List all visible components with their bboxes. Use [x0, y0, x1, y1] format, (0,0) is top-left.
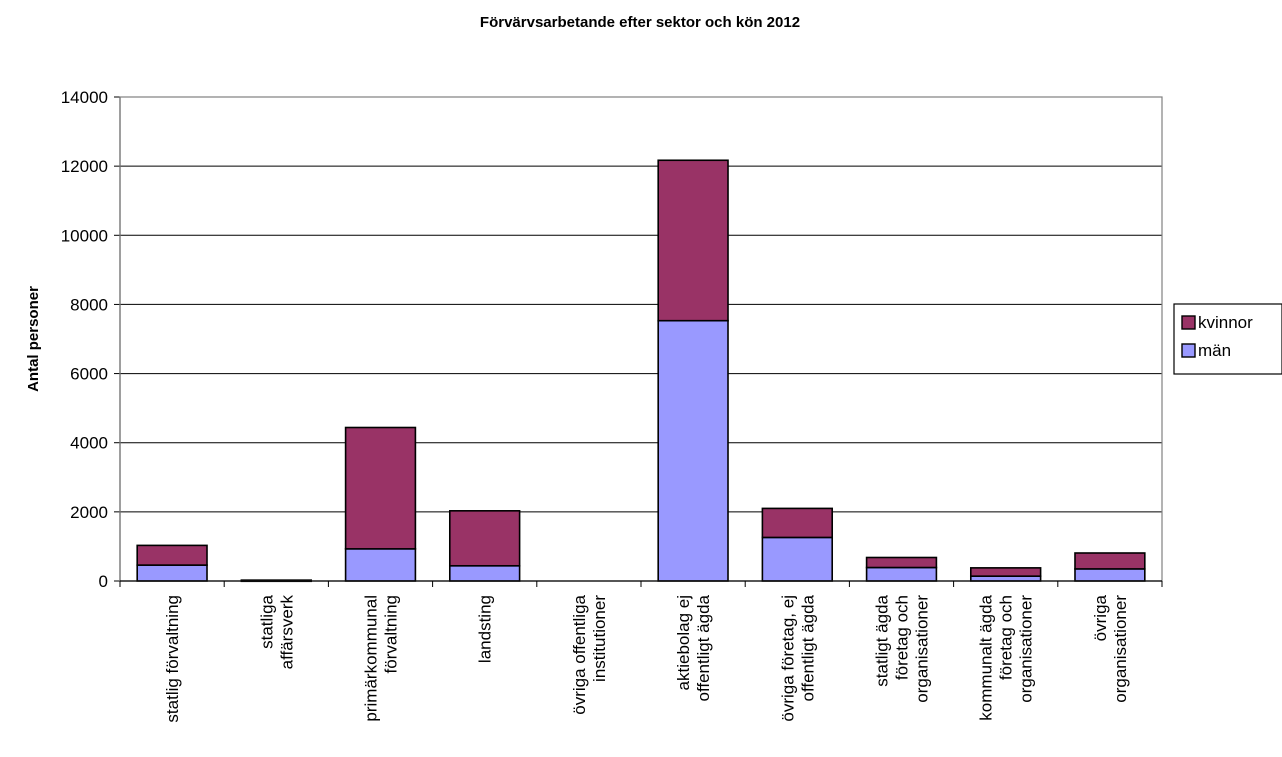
- category-label-1: statliga affärsverk: [257, 594, 296, 669]
- category-label-line: övriga: [1091, 594, 1110, 641]
- category-label-line: statligt ägda: [873, 594, 892, 686]
- category-label-0: statlig förvaltning: [163, 595, 182, 723]
- category-label-9: övriga organisationer: [1091, 594, 1130, 702]
- category-label-line: företag och: [997, 595, 1016, 680]
- bar-kvinnor-6: [761, 507, 834, 539]
- category-label-line: företag och: [893, 595, 912, 680]
- category-label-line: kommunalt ägda: [977, 594, 996, 720]
- category-label-line: aktiebolag ej: [674, 595, 693, 690]
- legend-swatch-män: [1181, 343, 1196, 358]
- bar-män-5: [657, 319, 729, 582]
- category-label-line: statlig förvaltning: [163, 595, 182, 723]
- plot-area-border: [119, 96, 1163, 582]
- category-labels: statlig förvaltning statliga affärsverk pri…: [163, 594, 1130, 722]
- category-label-8: kommunalt ägda företag och organisationer: [977, 594, 1036, 720]
- category-label-7: statligt ägda företag och organisationer: [873, 594, 932, 702]
- category-label-line: offentligt ägda: [798, 594, 817, 701]
- gridlines: [120, 165, 1162, 513]
- y-axis-label: Antal personer: [25, 286, 42, 392]
- y-axis-ticks: 0 2000 4000 6000 8000 10000 12000 14000: [61, 88, 121, 591]
- category-label-line: förvaltning: [382, 595, 401, 673]
- bar-män-2: [344, 548, 417, 582]
- bar-män-9: [1074, 568, 1146, 582]
- y-tick-label: 6000: [70, 365, 108, 384]
- legend-label-män: män: [1198, 341, 1231, 360]
- legend: kvinnor män: [1173, 303, 1282, 375]
- bar-kvinnor-2: [344, 426, 417, 550]
- category-label-6: övriga företag, ej offentligt ägda: [778, 594, 817, 721]
- category-label-line: offentligt ägda: [694, 594, 713, 701]
- category-label-line: övriga företag, ej: [778, 595, 797, 722]
- bar-män-6: [761, 536, 834, 582]
- x-axis-ticks: [119, 580, 1163, 587]
- y-tick-label: 10000: [61, 226, 108, 245]
- category-label-4: övriga offentliga institutioner: [570, 594, 609, 714]
- bar-män-3: [448, 564, 521, 582]
- bar-kvinnor-8: [969, 567, 1042, 577]
- category-label-line: landsting: [476, 595, 495, 663]
- bar-kvinnor-0: [136, 544, 208, 566]
- category-label-3: landsting: [476, 595, 495, 663]
- category-label-line: primärkommunal: [362, 595, 381, 722]
- bar-män-0: [136, 564, 208, 582]
- category-label-line: institutioner: [590, 595, 609, 682]
- legend-label-kvinnor: kvinnor: [1198, 313, 1253, 332]
- category-label-line: organisationer: [913, 595, 932, 703]
- bar-kvinnor-5: [657, 159, 729, 322]
- y-tick-label: 0: [99, 572, 108, 591]
- category-label-line: statliga: [257, 594, 276, 648]
- y-tick-label: 8000: [70, 295, 108, 314]
- bar-män-7: [865, 566, 938, 582]
- category-label-line: organisationer: [1017, 595, 1036, 703]
- bar-kvinnor-9: [1074, 552, 1146, 570]
- y-tick-label: 12000: [61, 157, 108, 176]
- chart-title: Förvärvsarbetande efter sektor och kön 2…: [480, 14, 800, 31]
- category-label-line: övriga offentliga: [570, 594, 589, 714]
- legend-swatch-kvinnor: [1181, 315, 1196, 330]
- bars: [136, 159, 1146, 583]
- category-label-line: affärsverk: [277, 595, 296, 670]
- y-tick-label: 2000: [70, 503, 108, 522]
- y-tick-label: 14000: [61, 88, 108, 107]
- y-tick-label: 4000: [70, 434, 108, 453]
- bar-kvinnor-7: [865, 556, 938, 569]
- bar-kvinnor-3: [448, 510, 521, 567]
- category-label-2: primärkommunal förvaltning: [362, 595, 401, 722]
- category-label-5: aktiebolag ej offentligt ägda: [674, 594, 713, 701]
- category-label-line: organisationer: [1111, 595, 1130, 703]
